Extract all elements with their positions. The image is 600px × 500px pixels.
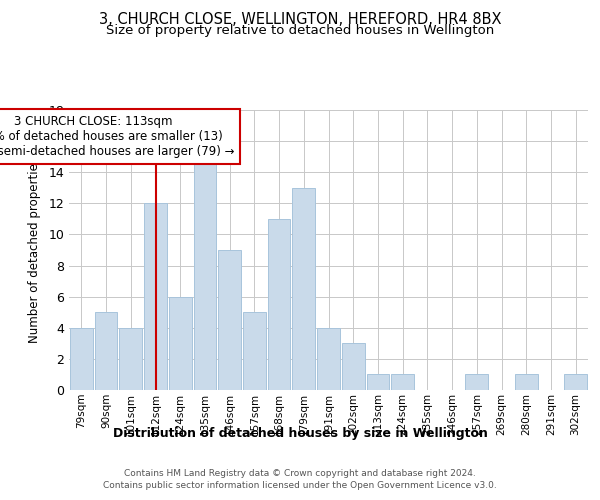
Text: Contains HM Land Registry data © Crown copyright and database right 2024.: Contains HM Land Registry data © Crown c… <box>124 469 476 478</box>
Bar <box>466 374 488 390</box>
Bar <box>342 344 365 390</box>
Bar <box>194 156 216 390</box>
Text: Contains public sector information licensed under the Open Government Licence v3: Contains public sector information licen… <box>103 481 497 490</box>
Bar <box>292 188 315 390</box>
Bar <box>119 328 142 390</box>
Bar <box>391 374 414 390</box>
Text: Size of property relative to detached houses in Wellington: Size of property relative to detached ho… <box>106 24 494 37</box>
Text: 3 CHURCH CLOSE: 113sqm
← 14% of detached houses are smaller (13)
83% of semi-det: 3 CHURCH CLOSE: 113sqm ← 14% of detached… <box>0 114 235 158</box>
Bar <box>367 374 389 390</box>
Text: 3, CHURCH CLOSE, WELLINGTON, HEREFORD, HR4 8BX: 3, CHURCH CLOSE, WELLINGTON, HEREFORD, H… <box>99 12 501 28</box>
Bar <box>564 374 587 390</box>
Bar <box>144 204 167 390</box>
Bar <box>268 219 290 390</box>
Bar <box>169 296 191 390</box>
Bar <box>95 312 118 390</box>
Text: Distribution of detached houses by size in Wellington: Distribution of detached houses by size … <box>113 428 487 440</box>
Bar <box>70 328 93 390</box>
Bar <box>243 312 266 390</box>
Bar <box>515 374 538 390</box>
Bar <box>317 328 340 390</box>
Y-axis label: Number of detached properties: Number of detached properties <box>28 157 41 343</box>
Bar <box>218 250 241 390</box>
